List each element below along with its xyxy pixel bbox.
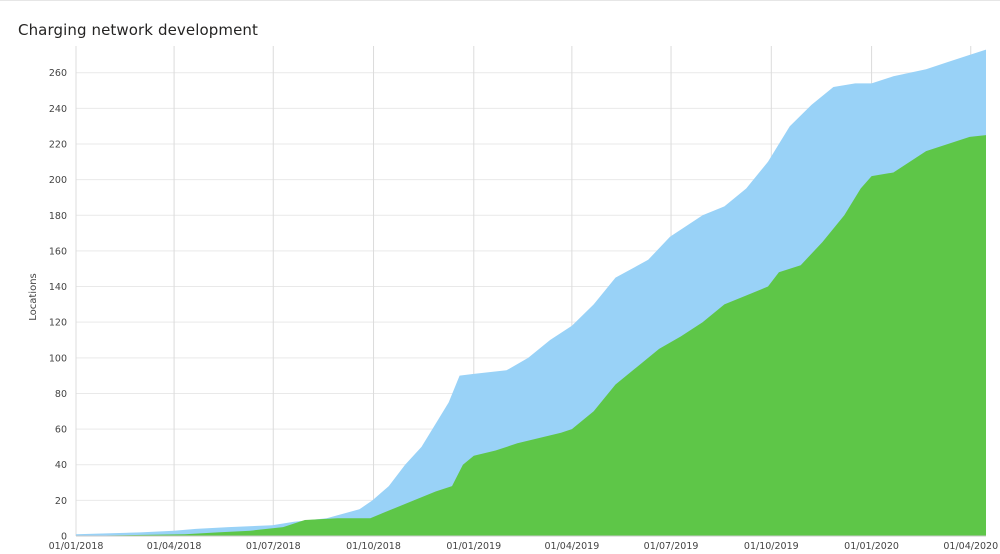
y-axis-title: Locations bbox=[28, 273, 39, 321]
y-tick-label: 20 bbox=[55, 496, 67, 507]
y-axis: 0 20 40 60 80 100 120 140 160 180 200 220 240 260 bbox=[49, 68, 67, 542]
y-tick-label: 240 bbox=[49, 104, 67, 115]
x-tick-label: 01/04/2019 bbox=[544, 541, 599, 552]
y-tick-label: 220 bbox=[49, 140, 67, 151]
x-tick-label: 01/01/2019 bbox=[446, 541, 501, 552]
y-tick-label: 260 bbox=[49, 68, 67, 79]
y-tick-label: 100 bbox=[49, 353, 67, 364]
x-tick-label: 01/04/2020 bbox=[943, 541, 998, 552]
y-tick-label: 160 bbox=[49, 246, 67, 257]
x-tick-label: 01/01/2020 bbox=[844, 541, 899, 552]
y-tick-label: 180 bbox=[49, 211, 67, 222]
x-tick-label: 01/10/2019 bbox=[744, 541, 799, 552]
x-tick-label: 01/07/2019 bbox=[644, 541, 699, 552]
series-area-2 bbox=[76, 135, 986, 536]
x-tick-label: 01/01/2018 bbox=[49, 541, 104, 552]
y-tick-label: 200 bbox=[49, 175, 67, 186]
y-tick-label: 140 bbox=[49, 282, 67, 293]
chart-title: Charging network development bbox=[18, 21, 258, 39]
y-tick-label: 0 bbox=[61, 532, 67, 543]
y-tick-label: 80 bbox=[55, 389, 67, 400]
y-tick-label: 40 bbox=[55, 460, 67, 471]
area-layer bbox=[76, 49, 986, 536]
x-tick-label: 01/07/2018 bbox=[246, 541, 301, 552]
y-tick-label: 60 bbox=[55, 425, 67, 436]
y-tick-label: 120 bbox=[49, 318, 67, 329]
x-tick-label: 01/04/2018 bbox=[147, 541, 202, 552]
x-tick-label: 01/10/2018 bbox=[346, 541, 401, 552]
x-axis: 01/01/2018 01/04/2018 01/07/2018 01/10/2018… bbox=[49, 535, 998, 552]
